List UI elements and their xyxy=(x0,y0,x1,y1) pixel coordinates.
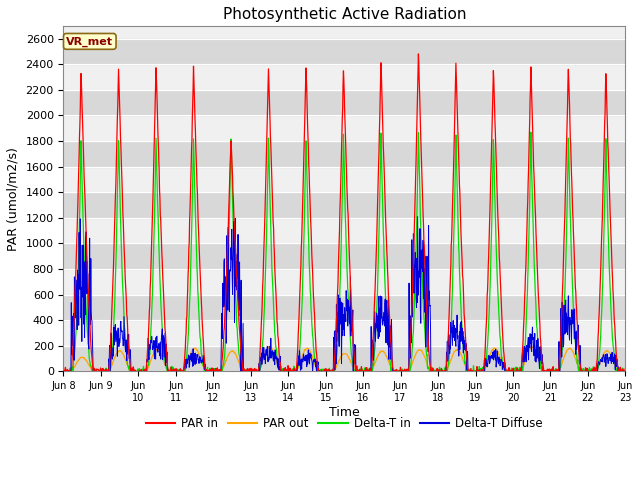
Bar xyxy=(63,192,625,218)
Bar xyxy=(63,346,625,372)
Title: Photosynthetic Active Radiation: Photosynthetic Active Radiation xyxy=(223,7,466,22)
Bar xyxy=(63,269,625,295)
Bar xyxy=(63,320,625,346)
Bar xyxy=(63,218,625,243)
Bar xyxy=(63,64,625,90)
Legend: PAR in, PAR out, Delta-T in, Delta-T Diffuse: PAR in, PAR out, Delta-T in, Delta-T Dif… xyxy=(141,412,548,435)
Bar xyxy=(63,39,625,64)
Text: VR_met: VR_met xyxy=(67,36,113,47)
Y-axis label: PAR (umol/m2/s): PAR (umol/m2/s) xyxy=(7,147,20,251)
Bar xyxy=(63,116,625,141)
Bar xyxy=(63,90,625,116)
X-axis label: Time: Time xyxy=(329,406,360,419)
Bar xyxy=(63,295,625,320)
Bar xyxy=(63,167,625,192)
Bar xyxy=(63,141,625,167)
Bar xyxy=(63,243,625,269)
